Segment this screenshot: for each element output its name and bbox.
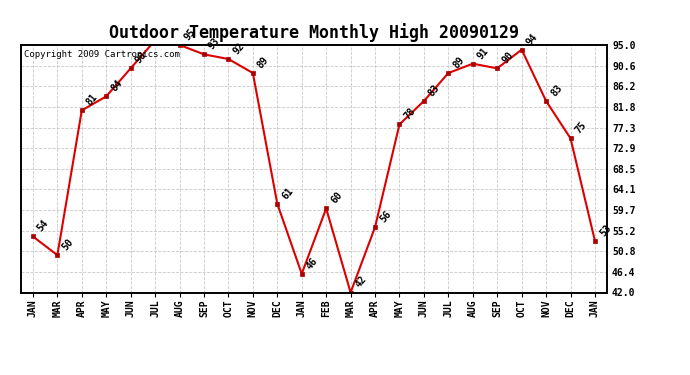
Text: 83: 83 [549,83,564,98]
Text: 91: 91 [475,45,491,61]
Text: 50: 50 [60,237,75,252]
Text: 56: 56 [378,209,393,224]
Text: 95: 95 [182,27,197,42]
Text: 84: 84 [109,78,124,94]
Text: 92: 92 [231,41,246,56]
Text: Copyright 2009 Cartronics.com: Copyright 2009 Cartronics.com [23,50,179,59]
Text: 60: 60 [329,190,344,206]
Text: 81: 81 [85,92,100,108]
Text: 42: 42 [353,274,368,290]
Text: 54: 54 [36,218,51,234]
Text: 94: 94 [524,32,540,47]
Text: 90: 90 [500,50,515,66]
Text: 93: 93 [207,36,222,51]
Text: 89: 89 [255,55,271,70]
Title: Outdoor Temperature Monthly High 20090129: Outdoor Temperature Monthly High 2009012… [109,23,519,42]
Text: 46: 46 [304,256,319,271]
Text: 61: 61 [280,186,295,201]
Text: 89: 89 [451,55,466,70]
Text: 78: 78 [402,106,417,122]
Text: 83: 83 [426,83,442,98]
Text: 90: 90 [133,50,148,66]
Text: 53: 53 [598,223,613,238]
Text: 75: 75 [573,120,589,136]
Text: 96: 96 [0,374,1,375]
